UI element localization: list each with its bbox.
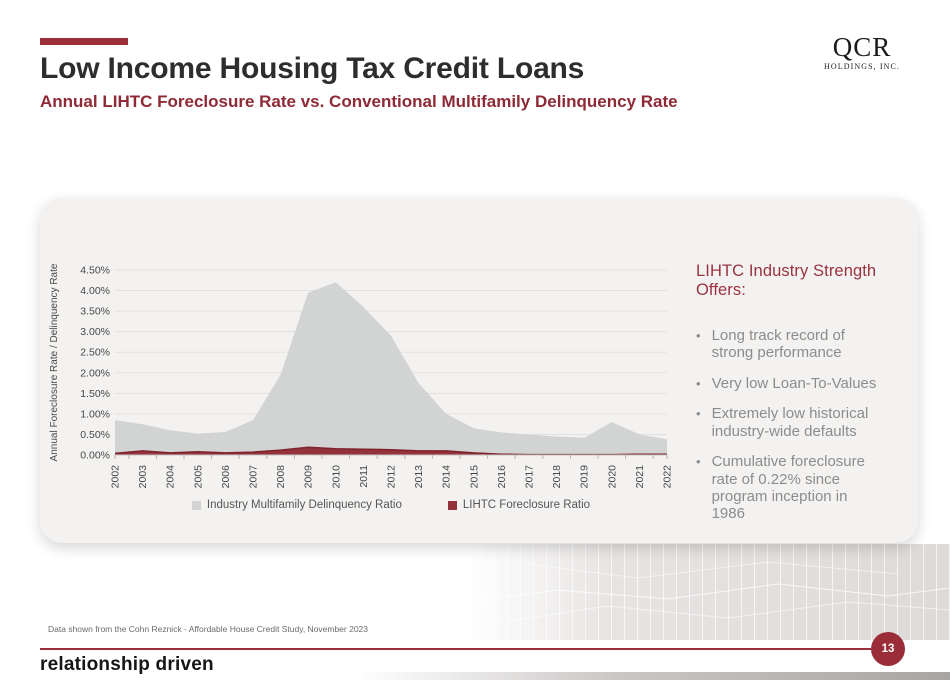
y-tick-label: 2.00% [80,367,110,379]
x-tick-label: 2004 [165,465,177,489]
axis-lines [114,454,668,459]
bottom-gradient-bar [356,672,950,680]
x-tick-label: 2013 [413,465,425,489]
y-tick-label: 2.50% [80,347,110,359]
x-tick-label: 2018 [551,465,563,489]
page-subtitle: Annual LIHTC Foreclosure Rate vs. Conven… [40,92,678,111]
lihtc-strength-panel: LIHTC Industry Strength Offers: • Long t… [696,262,902,536]
x-tick-label: 2019 [579,465,591,489]
x-tick-label: 2016 [496,465,508,489]
accent-bar [40,38,128,45]
x-tick-label: 2017 [524,465,536,489]
legend-swatch-lihtc [447,500,457,510]
bullet-icon: • [696,375,701,391]
legend-item-industry: Industry Multifamily Delinquency Ratio [191,499,402,511]
page-number-badge: 13 [871,632,905,666]
y-tick-label: 4.50% [80,265,110,277]
y-tick-label: 1.50% [80,388,110,400]
x-tick-label: 2011 [358,465,370,488]
y-tick-label: 4.00% [80,285,110,297]
y-axis-title: Annual Foreclosure Rate / Delinquency Ra… [49,263,60,461]
legend-label-lihtc: LIHTC Foreclosure Ratio [462,499,591,511]
x-tick-label: 2008 [275,465,287,489]
watermark-lines [467,561,950,625]
legend-item-lihtc: LIHTC Foreclosure Ratio [447,499,591,511]
list-item: • Cumulative foreclosure rate of 0.22% s… [696,453,902,523]
y-tick-label: 0.00% [80,450,110,462]
x-tick-label: 2020 [606,465,618,489]
bullet-icon: • [696,454,701,470]
qcr-holdings-logo: QCR Holdings, Inc. [820,32,904,72]
x-tick-label: 2012 [386,465,398,489]
axis-labels: 0.00% 0.50% 1.00% 1.50% 2.00% 2.50% 3.00% 3.50%… [49,263,674,488]
x-tick-label: 2022 [662,465,674,489]
x-tick-label: 2014 [441,465,453,489]
bullet-text: Cumulative foreclosure rate of 0.22% sin… [711,453,865,523]
list-item: • Extremely low historical industry-wide… [696,405,902,440]
qcr-logo-text: QCR [832,32,892,62]
y-tick-label: 0.50% [80,429,110,441]
x-tick-label: 2002 [110,465,122,489]
bullet-text: Long track record of strong performance [711,327,845,362]
source-note: Data shown from the Cohn Reznick - Affor… [48,624,369,634]
bullet-icon: • [696,328,701,343]
bullet-text: Very low Loan-To-Values [711,374,877,392]
list-item: • Very low Loan-To-Values [696,375,902,393]
chart-legend: Industry Multifamily Delinquency Ratio L… [115,499,667,511]
x-tick-label: 2010 [330,465,342,489]
relationship-driven-logo: relationship driven [40,654,214,675]
x-tick-label: 2003 [137,465,149,489]
chart-canvas: 0.00% 0.50% 1.00% 1.50% 2.00% 2.50% 3.00% 3.50%… [49,263,674,488]
area-industry-delinquency [115,282,667,455]
legend-swatch-industry [191,500,201,510]
y-tick-label: 1.00% [80,408,110,420]
chart-card: 0.00% 0.50% 1.00% 1.50% 2.00% 2.50% 3.00% 3.50%… [40,198,918,543]
footer-divider-line [40,648,871,650]
x-tick-label: 2009 [303,465,315,489]
page-title: Low Income Housing Tax Credit Loans [40,52,585,85]
list-item: • Long track record of strong performanc… [696,327,902,362]
x-tick-label: 2007 [248,465,260,489]
legend-label-industry: Industry Multifamily Delinquency Ratio [206,499,402,511]
y-tick-label: 3.00% [80,326,110,338]
x-tick-label: 2005 [192,465,204,489]
chart-areas [114,282,667,456]
background-network-watermark [467,544,950,640]
area-lihtc-foreclosure [115,447,667,455]
panel-heading: LIHTC Industry Strength Offers: [696,262,877,299]
x-tick-label: 2015 [468,465,480,489]
qcr-logo-subtext: Holdings, Inc. [823,62,901,71]
x-tick-label: 2021 [634,465,646,489]
y-tick-label: 3.50% [80,306,110,318]
bullet-icon: • [696,406,701,422]
bullet-text: Extremely low historical industry-wide d… [711,405,869,440]
x-tick-label: 2006 [220,465,232,489]
